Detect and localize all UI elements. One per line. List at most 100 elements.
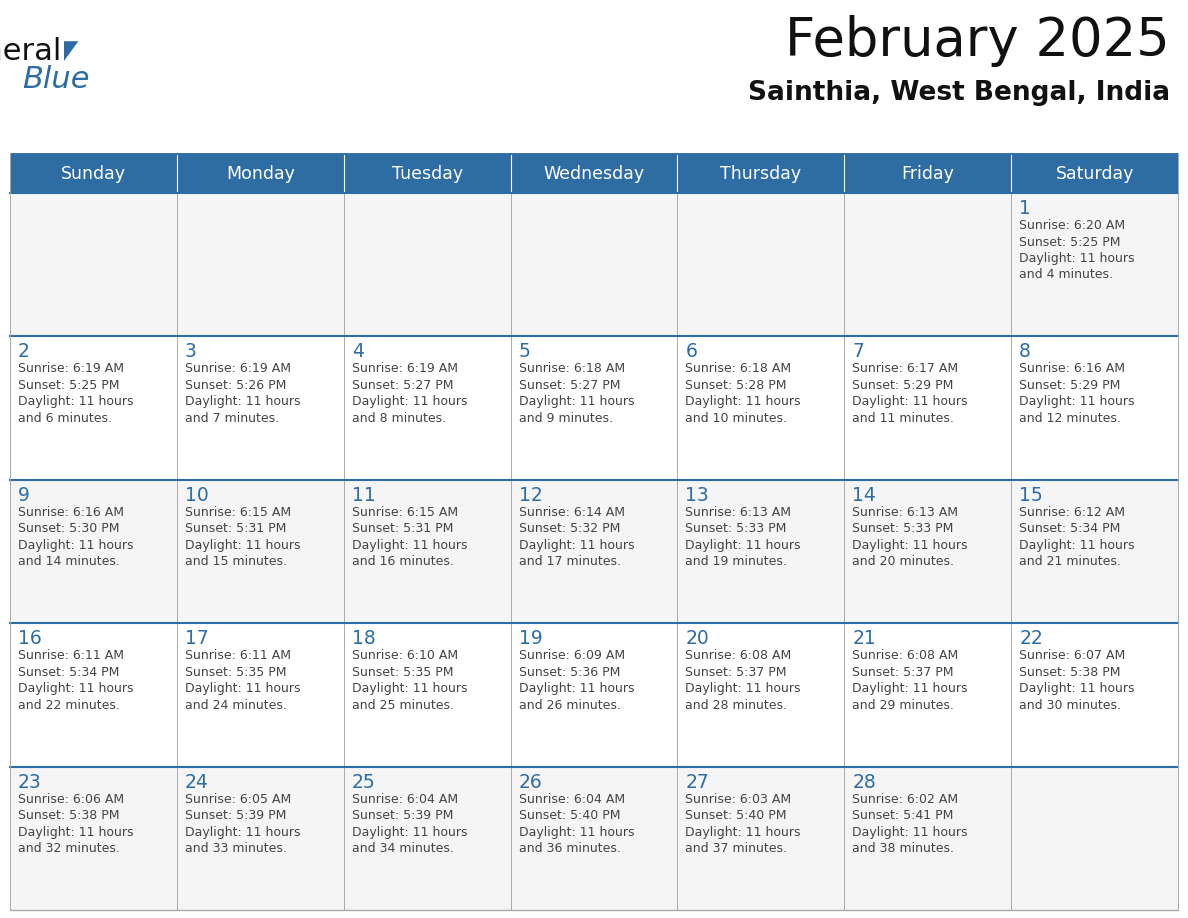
Bar: [10, 155, 177, 193]
Text: and 28 minutes.: and 28 minutes.: [685, 699, 788, 711]
Bar: [677, 155, 845, 193]
Text: 26: 26: [519, 773, 542, 791]
Text: Sunrise: 6:06 AM: Sunrise: 6:06 AM: [18, 792, 124, 806]
Text: Daylight: 11 hours: Daylight: 11 hours: [352, 396, 467, 409]
Text: Sunrise: 6:09 AM: Sunrise: 6:09 AM: [519, 649, 625, 662]
Text: Sunset: 5:36 PM: Sunset: 5:36 PM: [519, 666, 620, 678]
Text: Sunset: 5:33 PM: Sunset: 5:33 PM: [685, 522, 786, 535]
Text: 1: 1: [1019, 199, 1031, 218]
Text: Monday: Monday: [226, 165, 295, 183]
Text: Sunrise: 6:19 AM: Sunrise: 6:19 AM: [18, 363, 124, 375]
Text: 28: 28: [852, 773, 876, 791]
Text: Sunset: 5:29 PM: Sunset: 5:29 PM: [1019, 379, 1120, 392]
Text: and 10 minutes.: and 10 minutes.: [685, 412, 788, 425]
Text: and 16 minutes.: and 16 minutes.: [352, 555, 454, 568]
Text: Sunset: 5:40 PM: Sunset: 5:40 PM: [519, 809, 620, 823]
Text: 16: 16: [18, 629, 42, 648]
Text: Sunrise: 6:18 AM: Sunrise: 6:18 AM: [519, 363, 625, 375]
Text: and 22 minutes.: and 22 minutes.: [18, 699, 120, 711]
Text: and 19 minutes.: and 19 minutes.: [685, 555, 788, 568]
Text: 14: 14: [852, 486, 877, 505]
Polygon shape: [64, 41, 78, 61]
Text: and 7 minutes.: and 7 minutes.: [185, 412, 279, 425]
Text: and 21 minutes.: and 21 minutes.: [1019, 555, 1121, 568]
Text: Daylight: 11 hours: Daylight: 11 hours: [352, 539, 467, 552]
Text: and 34 minutes.: and 34 minutes.: [352, 842, 454, 855]
Bar: [1011, 155, 1178, 193]
Text: and 37 minutes.: and 37 minutes.: [685, 842, 788, 855]
Text: and 9 minutes.: and 9 minutes.: [519, 412, 613, 425]
Text: 20: 20: [685, 629, 709, 648]
Text: Tuesday: Tuesday: [392, 165, 462, 183]
Text: Daylight: 11 hours: Daylight: 11 hours: [519, 539, 634, 552]
Text: 18: 18: [352, 629, 375, 648]
Text: Sunrise: 6:04 AM: Sunrise: 6:04 AM: [519, 792, 625, 806]
Text: and 25 minutes.: and 25 minutes.: [352, 699, 454, 711]
Text: Sunset: 5:25 PM: Sunset: 5:25 PM: [18, 379, 120, 392]
Text: and 6 minutes.: and 6 minutes.: [18, 412, 112, 425]
Text: Sunrise: 6:07 AM: Sunrise: 6:07 AM: [1019, 649, 1125, 662]
Text: Sunset: 5:35 PM: Sunset: 5:35 PM: [352, 666, 453, 678]
Text: and 17 minutes.: and 17 minutes.: [519, 555, 620, 568]
Text: February 2025: February 2025: [785, 15, 1170, 67]
Text: Sainthia, West Bengal, India: Sainthia, West Bengal, India: [748, 80, 1170, 106]
Text: Sunset: 5:33 PM: Sunset: 5:33 PM: [852, 522, 954, 535]
Text: 11: 11: [352, 486, 375, 505]
Text: Sunrise: 6:02 AM: Sunrise: 6:02 AM: [852, 792, 959, 806]
Text: and 30 minutes.: and 30 minutes.: [1019, 699, 1121, 711]
Text: and 12 minutes.: and 12 minutes.: [1019, 412, 1121, 425]
Text: Sunset: 5:37 PM: Sunset: 5:37 PM: [852, 666, 954, 678]
Bar: [845, 155, 1011, 193]
Text: Sunset: 5:40 PM: Sunset: 5:40 PM: [685, 809, 786, 823]
Text: 19: 19: [519, 629, 542, 648]
Text: 12: 12: [519, 486, 542, 505]
Text: 10: 10: [185, 486, 209, 505]
Text: Thursday: Thursday: [720, 165, 802, 183]
Bar: [343, 155, 511, 193]
Text: 25: 25: [352, 773, 375, 791]
Text: Daylight: 11 hours: Daylight: 11 hours: [852, 825, 968, 839]
Text: Sunset: 5:34 PM: Sunset: 5:34 PM: [1019, 522, 1120, 535]
Text: Sunset: 5:29 PM: Sunset: 5:29 PM: [852, 379, 954, 392]
Text: Sunset: 5:38 PM: Sunset: 5:38 PM: [1019, 666, 1120, 678]
Text: Sunset: 5:34 PM: Sunset: 5:34 PM: [18, 666, 119, 678]
Text: Daylight: 11 hours: Daylight: 11 hours: [1019, 396, 1135, 409]
Text: and 4 minutes.: and 4 minutes.: [1019, 268, 1113, 282]
Text: Sunrise: 6:10 AM: Sunrise: 6:10 AM: [352, 649, 457, 662]
Text: Sunrise: 6:11 AM: Sunrise: 6:11 AM: [185, 649, 291, 662]
Text: Sunrise: 6:05 AM: Sunrise: 6:05 AM: [185, 792, 291, 806]
Text: Daylight: 11 hours: Daylight: 11 hours: [852, 539, 968, 552]
Text: Sunset: 5:37 PM: Sunset: 5:37 PM: [685, 666, 786, 678]
Text: Daylight: 11 hours: Daylight: 11 hours: [685, 396, 801, 409]
Text: 5: 5: [519, 342, 531, 362]
Text: Daylight: 11 hours: Daylight: 11 hours: [185, 396, 301, 409]
Text: and 24 minutes.: and 24 minutes.: [185, 699, 286, 711]
Text: Sunset: 5:26 PM: Sunset: 5:26 PM: [185, 379, 286, 392]
Text: 4: 4: [352, 342, 364, 362]
Bar: [10, 480, 1178, 623]
Text: Sunrise: 6:11 AM: Sunrise: 6:11 AM: [18, 649, 124, 662]
Text: 24: 24: [185, 773, 209, 791]
Text: 21: 21: [852, 629, 876, 648]
Text: 9: 9: [18, 486, 30, 505]
Text: Daylight: 11 hours: Daylight: 11 hours: [685, 825, 801, 839]
Text: and 32 minutes.: and 32 minutes.: [18, 842, 120, 855]
Text: 17: 17: [185, 629, 209, 648]
Text: 23: 23: [18, 773, 42, 791]
Text: Sunset: 5:25 PM: Sunset: 5:25 PM: [1019, 236, 1120, 249]
Text: and 15 minutes.: and 15 minutes.: [185, 555, 286, 568]
Text: Daylight: 11 hours: Daylight: 11 hours: [18, 396, 133, 409]
Text: Sunrise: 6:17 AM: Sunrise: 6:17 AM: [852, 363, 959, 375]
Text: 2: 2: [18, 342, 30, 362]
Text: Sunrise: 6:12 AM: Sunrise: 6:12 AM: [1019, 506, 1125, 519]
Text: 3: 3: [185, 342, 197, 362]
Text: Sunset: 5:30 PM: Sunset: 5:30 PM: [18, 522, 120, 535]
Text: and 20 minutes.: and 20 minutes.: [852, 555, 954, 568]
Text: Daylight: 11 hours: Daylight: 11 hours: [1019, 252, 1135, 265]
Text: Daylight: 11 hours: Daylight: 11 hours: [852, 682, 968, 695]
Text: Sunrise: 6:08 AM: Sunrise: 6:08 AM: [685, 649, 791, 662]
Text: Sunrise: 6:08 AM: Sunrise: 6:08 AM: [852, 649, 959, 662]
Bar: [10, 336, 1178, 480]
Text: Sunset: 5:27 PM: Sunset: 5:27 PM: [519, 379, 620, 392]
Text: Sunset: 5:32 PM: Sunset: 5:32 PM: [519, 522, 620, 535]
